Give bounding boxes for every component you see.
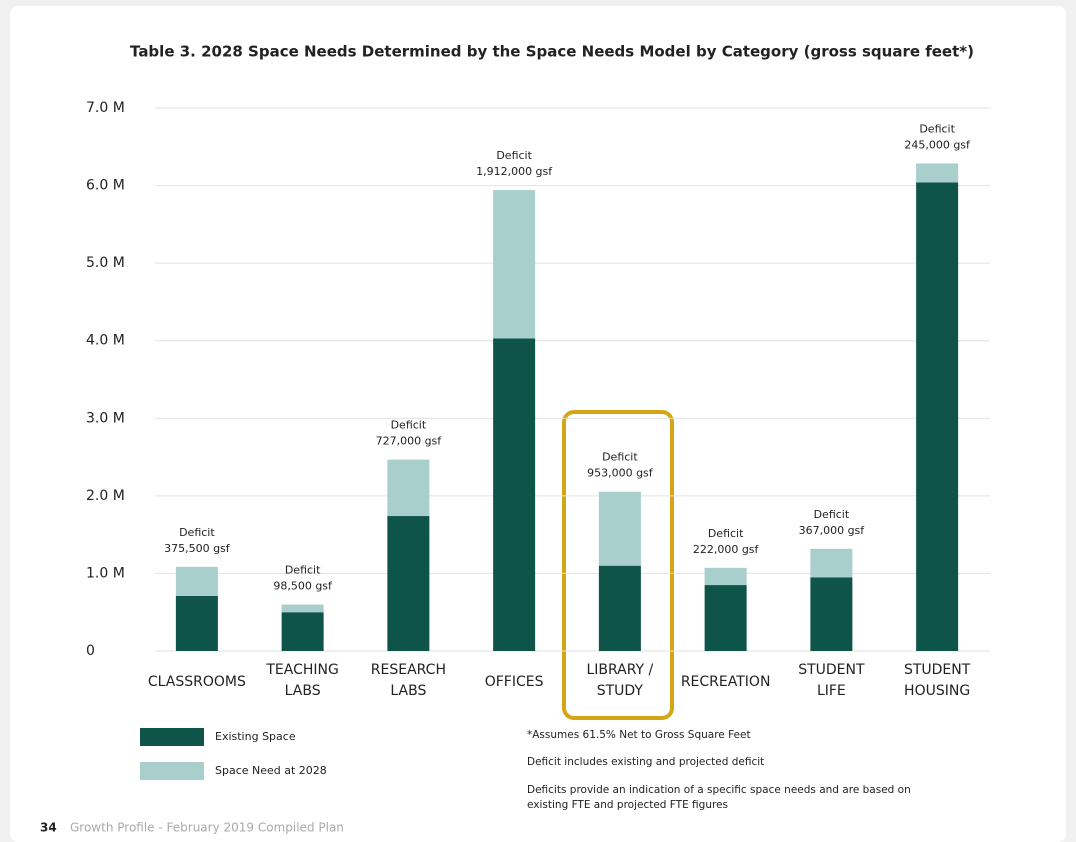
footer-text: Growth Profile - February 2019 Compiled … — [70, 821, 344, 835]
data-label: 245,000 gsf — [904, 138, 971, 151]
bar-segment — [281, 612, 324, 651]
data-label-title: Deficit — [179, 526, 215, 539]
note: Deficits provide an indication of a spec… — [527, 784, 911, 811]
bar-segment — [281, 604, 324, 613]
bar-segment — [916, 182, 959, 651]
bar-segment — [387, 516, 430, 651]
data-label: 953,000 gsf — [587, 467, 654, 480]
data-label: 375,500 gsf — [164, 542, 231, 555]
y-tick-label: 1.0 M — [86, 565, 125, 581]
x-tick-label: CLASSROOMS — [148, 674, 246, 690]
data-label-title: Deficit — [391, 419, 427, 432]
y-tick-label: 3.0 M — [86, 410, 125, 426]
data-label: 367,000 gsf — [799, 524, 866, 537]
x-tick-label: RESEARCH LABS — [371, 662, 446, 699]
data-label-title: Deficit — [496, 149, 532, 162]
x-tick-label: RECREATION — [681, 674, 771, 690]
data-label: 727,000 gsf — [376, 435, 443, 448]
data-label: 1,912,000 gsf — [476, 165, 553, 178]
page-sheet — [10, 6, 1066, 842]
page-number: 34 — [40, 821, 57, 835]
x-tick-label: STUDENT HOUSING — [904, 662, 971, 699]
highlight-box — [562, 410, 674, 720]
bar-segment — [493, 190, 536, 339]
bar-segment — [175, 595, 218, 651]
note: Deficit includes existing and projected … — [527, 756, 764, 768]
y-tick-label: 2.0 M — [86, 488, 125, 504]
bar-segment — [598, 565, 641, 651]
data-label-title: Deficit — [708, 527, 744, 540]
data-label: 222,000 gsf — [693, 543, 760, 556]
bar-segment — [810, 548, 853, 578]
bar-segment — [704, 585, 747, 651]
data-label-title: Deficit — [602, 451, 638, 464]
legend-swatch — [140, 728, 204, 746]
x-tick-label: TEACHING LABS — [265, 662, 338, 699]
bar-segment — [598, 491, 641, 566]
data-label-title: Deficit — [919, 122, 955, 135]
legend-label: Space Need at 2028 — [215, 764, 327, 777]
note: *Assumes 61.5% Net to Gross Square Feet — [527, 729, 751, 741]
x-tick-label: LIBRARY / STUDY — [586, 662, 653, 699]
data-label-title: Deficit — [285, 564, 321, 577]
y-tick-label: 0 — [86, 643, 95, 659]
chart-title: Table 3. 2028 Space Needs Determined by … — [130, 43, 974, 61]
y-tick-label: 6.0 M — [86, 178, 125, 194]
bar-segment — [175, 566, 218, 596]
x-tick-label: OFFICES — [485, 674, 544, 690]
y-tick-label: 5.0 M — [86, 255, 125, 271]
y-tick-label: 7.0 M — [86, 100, 125, 116]
legend-swatch — [140, 762, 204, 780]
x-tick-label: STUDENT LIFE — [798, 662, 865, 699]
bar-segment — [387, 459, 430, 517]
bar-segment — [704, 567, 747, 586]
bar-segment — [493, 338, 536, 651]
data-label-title: Deficit — [814, 508, 850, 521]
y-tick-label: 4.0 M — [86, 333, 125, 349]
bar-segment — [810, 577, 853, 651]
bar-segment — [916, 163, 959, 183]
data-label: 98,500 gsf — [273, 580, 333, 593]
legend-label: Existing Space — [215, 730, 296, 743]
